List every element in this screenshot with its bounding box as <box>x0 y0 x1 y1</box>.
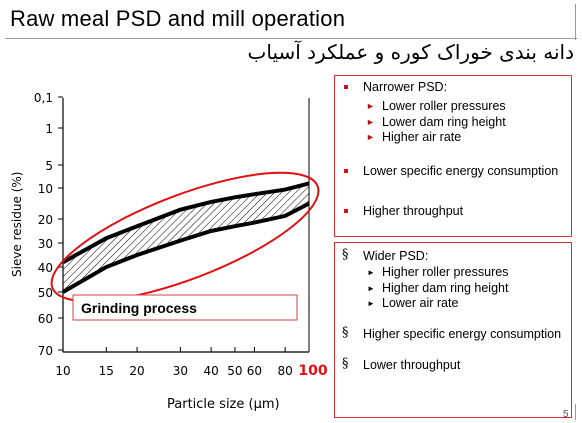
x-tick-label: 50 <box>227 364 242 378</box>
page-number-rule <box>575 404 576 420</box>
narrower-psd-heading: Narrower PSD: <box>363 80 448 94</box>
section-bullet-icon: § <box>342 356 349 371</box>
arrow-bullet-icon: ► <box>366 132 375 142</box>
red-square-bullet <box>344 85 348 89</box>
x-tick-label: 10 <box>55 364 70 378</box>
narrower-throughput-item: Higher throughput <box>363 204 464 218</box>
y-tick-label: 40 <box>38 261 53 275</box>
y-tick-label: 1 <box>45 122 53 136</box>
wider-psd-heading: Wider PSD: <box>363 249 429 263</box>
narrower-energy-item: Lower specific energy consumption <box>363 164 559 178</box>
narrower-subitem: Higher air rate <box>382 130 462 144</box>
y-axis-label: Sieve residue (%) <box>10 172 24 277</box>
fine-psd-curve <box>62 181 310 264</box>
arrow-bullet-icon: ► <box>367 268 375 277</box>
title-underline <box>5 38 577 39</box>
coarse-psd-curve <box>61 201 310 294</box>
wider-energy-item: Higher specific energy consumption <box>363 327 562 341</box>
x-tick-label: 100 <box>298 363 327 379</box>
arrow-bullet-icon: ► <box>366 101 375 111</box>
x-axis-label: Particle size (µm) <box>167 397 280 412</box>
red-square-bullet <box>344 169 348 173</box>
wider-subitem: Higher dam ring height <box>382 281 509 295</box>
arrow-bullet-icon: ► <box>366 117 375 127</box>
narrower-subitem: Lower roller pressures <box>382 99 506 113</box>
narrower-psd-panel <box>334 75 572 237</box>
y-axis-ticks: 0,1 1 5 10 20 30 40 50 60 70 <box>34 91 63 358</box>
narrower-subitem: Lower dam ring height <box>382 115 506 129</box>
grinding-label-box <box>72 294 298 321</box>
y-tick-label: 10 <box>38 182 53 196</box>
y-tick-label: 50 <box>38 286 53 300</box>
page-number: 5 <box>563 409 569 420</box>
x-tick-label: 30 <box>173 364 188 378</box>
arrow-bullet-icon: ► <box>367 299 375 308</box>
x-tick-label: 15 <box>99 364 114 378</box>
x-tick-label: 80 <box>278 364 293 378</box>
wider-subitem: Lower air rate <box>382 296 459 310</box>
wider-psd-panel <box>334 242 572 418</box>
x-tick-label: 60 <box>247 364 262 378</box>
x-tick-label: 40 <box>203 364 218 378</box>
grinding-label: Grinding process <box>81 300 197 316</box>
arrow-bullet-icon: ► <box>367 284 375 293</box>
y-tick-label: 30 <box>38 237 53 251</box>
y-tick-label: 20 <box>38 213 53 227</box>
red-square-bullet <box>344 209 348 213</box>
section-bullet-icon: § <box>342 325 349 340</box>
wider-throughput-item: Lower throughput <box>363 358 461 372</box>
x-axis-ticks: 10 15 20 30 40 50 60 80 100 <box>55 347 328 379</box>
y-tick-label: 0,1 <box>34 91 53 105</box>
grinding-ellipse <box>50 171 320 303</box>
title-right-rule <box>575 4 576 40</box>
section-bullet-icon: § <box>342 247 349 262</box>
y-tick-label: 5 <box>45 159 53 173</box>
slide-title: Raw meal PSD and mill operation <box>10 6 346 31</box>
y-tick-label: 60 <box>38 312 53 326</box>
persian-subtitle: دانه بندی خوراک کوره و عملکرد آسیاب <box>247 40 574 64</box>
y-tick-label: 70 <box>38 344 53 358</box>
x-tick-label: 20 <box>129 364 144 378</box>
wider-subitem: Higher roller pressures <box>382 265 509 279</box>
